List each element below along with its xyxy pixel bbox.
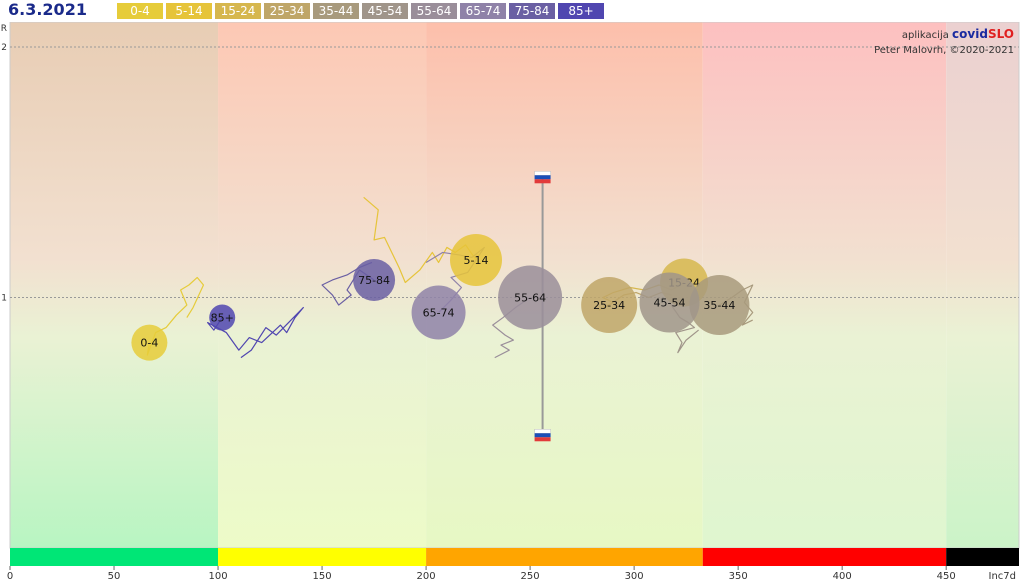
bubble-circle-5-14: [450, 233, 503, 286]
y-tick-label-1: 1: [1, 294, 7, 304]
x-tick-label-450: 450: [937, 571, 956, 582]
x-tick-label-400: 400: [833, 571, 852, 582]
app-name-part2: SLO: [987, 27, 1014, 41]
bubble-65-74: 65-74: [411, 285, 466, 340]
zone-segment-2: [426, 548, 703, 566]
zone-bg-0: [10, 22, 219, 548]
bubble-85+: 85+: [209, 304, 236, 331]
x-axis: 0 50 100 150 200 250 300 350 400 450 Inc7d: [7, 566, 1016, 582]
y-axis-label: R: [1, 24, 7, 34]
bubble-label-0-4: 0-4: [140, 337, 158, 350]
age-bubbles: 0-45-1415-2425-3435-4445-5455-6465-7475-…: [131, 233, 750, 361]
x-tick-label-50: 50: [108, 571, 121, 582]
bubble-circle-75-84: [353, 258, 396, 301]
legend-item-45-54: 45-54: [362, 3, 408, 19]
x-tick-label-150: 150: [313, 571, 332, 582]
x-tick-label-100: 100: [208, 571, 227, 582]
legend-item-0-4: 0-4: [117, 3, 163, 19]
bubble-circle-55-64: [498, 265, 563, 330]
bubble-label-35-44: 35-44: [703, 299, 735, 312]
bubble-45-54: 45-54: [639, 272, 700, 333]
x-tick-label-0: 0: [7, 571, 13, 582]
bubble-35-44: 35-44: [689, 275, 750, 336]
bubble-label-65-74: 65-74: [423, 307, 455, 320]
age-legend: 0-4 5-14 15-24 25-34 35-44 45-54 55-64 65-74 75-…: [117, 3, 604, 19]
legend-item-5-14: 5-14: [166, 3, 212, 19]
bubble-5-14: 5-14: [450, 233, 503, 286]
bubble-label-55-64: 55-64: [514, 292, 546, 305]
legend-item-55-64: 55-64: [411, 3, 457, 19]
app-name-part1: covid: [952, 27, 988, 41]
zone-segment-4: [946, 548, 1019, 566]
x-tick-label-300: 300: [625, 571, 644, 582]
bubble-label-75-84: 75-84: [358, 274, 390, 287]
x-tick-label-250: 250: [521, 571, 540, 582]
bubble-label-85+: 85+: [211, 312, 234, 325]
legend-item-65-74: 65-74: [460, 3, 506, 19]
incidence-zone-bar: [10, 548, 1019, 566]
bubble-circle-35-44: [689, 275, 750, 336]
y-tick-label-2: 2: [1, 43, 7, 53]
bubble-label-5-14: 5-14: [464, 254, 489, 267]
trail-75-84: [321, 261, 375, 306]
credit-prefix: aplikacija: [901, 30, 949, 41]
legend-item-35-44: 35-44: [313, 3, 359, 19]
zone-segment-1: [218, 548, 427, 566]
zone-bg-4: [946, 22, 1019, 548]
bubble-circle-85+: [209, 304, 236, 331]
credit-author: Peter Malovrh, ©2020-2021: [874, 45, 1014, 56]
bubble-circle-45-54: [639, 272, 700, 333]
x-axis-label: Inc7d: [989, 571, 1017, 582]
bubble-circle-25-34: [581, 277, 638, 334]
date-label: 6.3.2021: [8, 0, 87, 19]
bubble-25-34: 25-34: [581, 277, 638, 334]
legend-item-25-34: 25-34: [264, 3, 310, 19]
y-axis: 1 2 R: [1, 24, 7, 304]
app-credit: aplikacija covidSLO Peter Malovrh, ©2020…: [874, 27, 1014, 58]
x-tick-label-350: 350: [729, 571, 748, 582]
bubble-circle-0-4: [131, 324, 168, 361]
bubble-0-4: 0-4: [131, 324, 168, 361]
bubble-label-25-34: 25-34: [593, 299, 625, 312]
header-bar: 6.3.2021 0-4 5-14 15-24 25-34 35-44 45-54 55-6…: [0, 0, 1024, 22]
zone-segment-3: [702, 548, 947, 566]
zone-segment-0: [10, 548, 219, 566]
bubble-75-84: 75-84: [353, 258, 396, 301]
zone-bg-3: [702, 22, 947, 548]
legend-item-15-24: 15-24: [215, 3, 261, 19]
bubble-circle-65-74: [411, 285, 466, 340]
x-tick-label-200: 200: [417, 571, 436, 582]
flag-top-icon: [534, 171, 551, 184]
app-name: covidSLO: [952, 27, 1014, 41]
bubble-label-45-54: 45-54: [654, 297, 686, 310]
flag-bottom-icon: [534, 429, 551, 442]
bubble-55-64: 55-64: [498, 265, 563, 330]
legend-item-85+: 85+: [558, 3, 604, 19]
legend-item-75-84: 75-84: [509, 3, 555, 19]
